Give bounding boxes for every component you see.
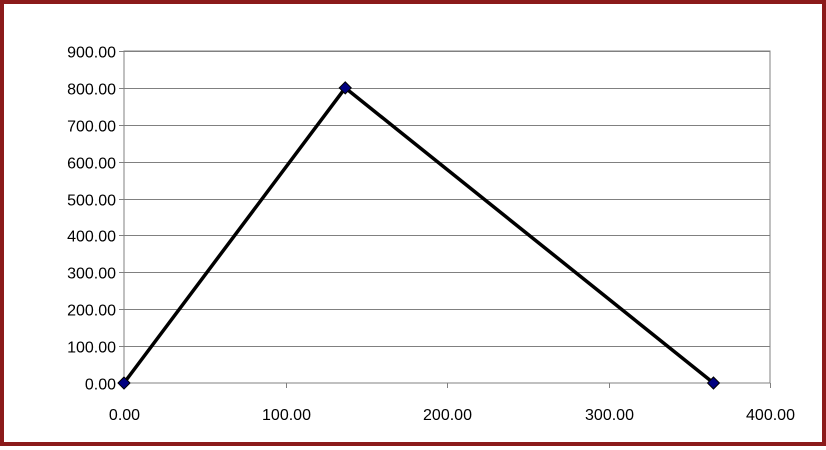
chart-svg: 0.00 100.00 200.00 300.00 400.00 500.00 600.00… — [67, 45, 795, 425]
x-tick-label: 300.00 — [585, 407, 634, 424]
data-point-marker — [338, 81, 352, 95]
y-tick-label: 0.00 — [85, 377, 116, 394]
y-tick-label: 500.00 — [67, 193, 116, 210]
y-tick-label: 100.00 — [67, 340, 116, 357]
y-tick-label: 900.00 — [67, 45, 116, 62]
y-tick-label: 400.00 — [67, 229, 116, 246]
grid-layer — [124, 51, 770, 347]
y-tick-label: 300.00 — [67, 266, 116, 283]
x-tick-label: 400.00 — [746, 407, 795, 424]
data-point-marker — [117, 376, 131, 390]
x-tick-label: 0.00 — [109, 407, 140, 424]
axis-layer — [119, 50, 771, 388]
y-tick-label: 700.00 — [67, 119, 116, 136]
x-tick-label: 100.00 — [262, 407, 311, 424]
y-tick-label: 600.00 — [67, 156, 116, 173]
label-layer: 0.00 100.00 200.00 300.00 400.00 500.00 600.00… — [67, 45, 795, 425]
x-tick-label: 200.00 — [423, 407, 472, 424]
y-tick-label: 800.00 — [67, 82, 116, 99]
y-tick-label: 200.00 — [67, 303, 116, 320]
data-point-marker — [706, 376, 721, 390]
series-layer — [117, 81, 721, 390]
plot-area-border — [123, 50, 771, 384]
